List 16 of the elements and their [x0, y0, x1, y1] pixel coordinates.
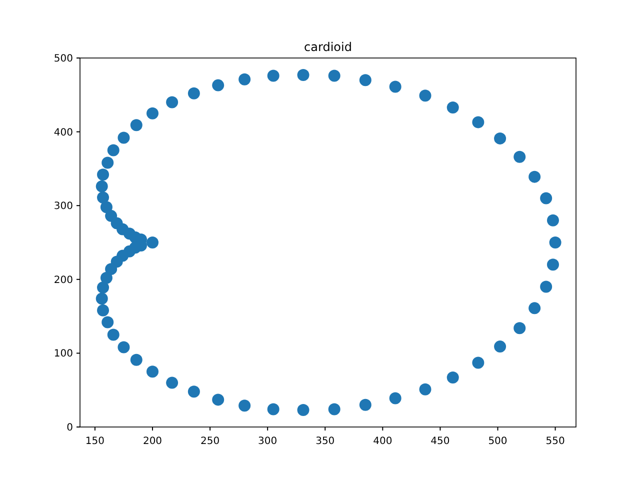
x-tick-label: 200 [142, 436, 162, 447]
y-tick-label: 100 [54, 348, 73, 360]
y-tick-label: 300 [54, 201, 73, 212]
x-tick-label: 350 [316, 436, 335, 447]
y-tick-label: 200 [54, 274, 73, 286]
x-tick-label: 250 [200, 436, 220, 447]
x-tick-label: 550 [546, 436, 565, 447]
x-tick-label: 300 [258, 436, 278, 447]
chart-title: cardioid [304, 40, 352, 54]
y-tick-label: 500 [54, 54, 73, 64]
y-tick-label: 0 [66, 422, 73, 434]
x-tick-label: 500 [488, 436, 508, 447]
x-tick-label: 150 [85, 436, 105, 447]
x-tick-label: 450 [430, 436, 450, 447]
y-tick-label: 400 [54, 127, 73, 138]
x-tick-label: 400 [373, 436, 392, 447]
